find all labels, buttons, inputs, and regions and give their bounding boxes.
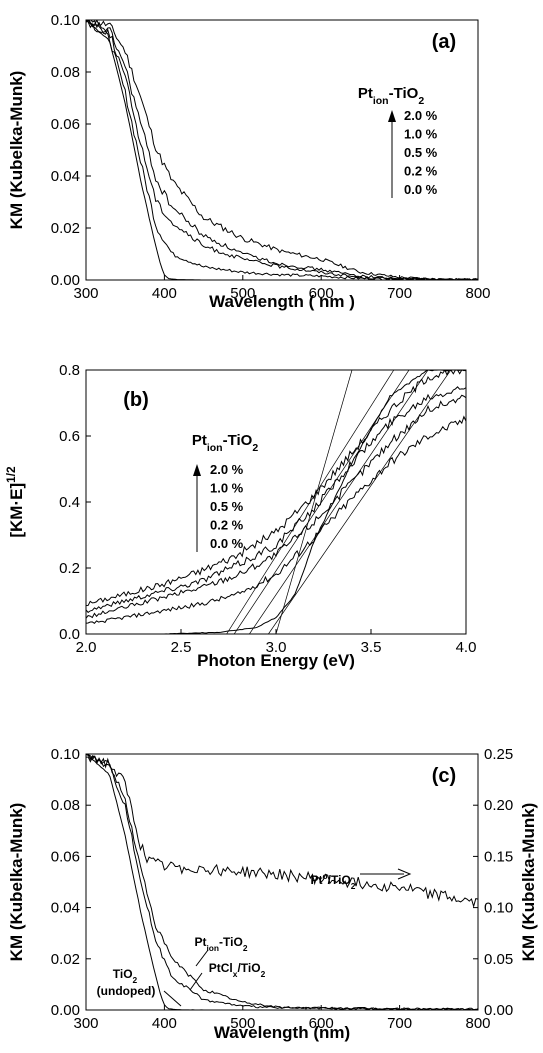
x-tick-label: 800 bbox=[465, 285, 490, 302]
x-tick-label: 2.5 bbox=[171, 639, 192, 656]
series-line bbox=[86, 20, 478, 280]
series-line bbox=[86, 755, 478, 909]
x-tick-label: 400 bbox=[152, 1015, 177, 1032]
x-axis-title: Wavelength (nm) bbox=[214, 1023, 350, 1042]
x-tick-label: 2.0 bbox=[76, 639, 97, 656]
fit-line bbox=[249, 370, 429, 634]
y-tick-label: 0.06 bbox=[51, 848, 80, 865]
legend-entry: 2.0 % bbox=[210, 462, 244, 477]
y-tick-label: 0.02 bbox=[51, 951, 80, 968]
y-tick-label: 0.10 bbox=[51, 746, 80, 763]
x-tick-label: 400 bbox=[152, 285, 177, 302]
legend-entry: 0.0 % bbox=[404, 182, 438, 197]
x-tick-label: 600 bbox=[309, 1015, 334, 1032]
series-line bbox=[86, 754, 478, 1010]
y-tick-label: 0.4 bbox=[59, 494, 80, 511]
series-line bbox=[86, 20, 478, 280]
legend-entry: 1.0 % bbox=[404, 127, 438, 142]
x-tick-label: 300 bbox=[73, 285, 98, 302]
y-axis-title: KM (Kubelka-Munk) bbox=[7, 71, 26, 230]
series-line bbox=[86, 370, 466, 634]
annotation-pt0: Pto/TiO2 bbox=[311, 871, 356, 891]
series-line bbox=[88, 20, 478, 280]
y-tick-label: 0.04 bbox=[51, 900, 80, 917]
y-right-tick-label: 0.25 bbox=[484, 746, 513, 763]
x-tick-label: 300 bbox=[73, 1015, 98, 1032]
series-group bbox=[86, 754, 478, 1010]
legend-arrow-head bbox=[388, 110, 396, 122]
y-axis-title: KM (Kubelka-Munk) bbox=[7, 803, 26, 962]
fit-line bbox=[233, 370, 410, 634]
y-tick-label: 0.00 bbox=[51, 1002, 80, 1019]
panel-label: (b) bbox=[123, 389, 149, 411]
x-tick-label: 700 bbox=[387, 285, 412, 302]
legend-arrow-head bbox=[193, 464, 201, 476]
x-tick-label: 3.0 bbox=[266, 639, 287, 656]
y-tick-label: 0.06 bbox=[51, 116, 80, 133]
fit-line bbox=[226, 370, 395, 634]
y-right-tick-label: 0.00 bbox=[484, 1002, 513, 1019]
panel-label: (a) bbox=[432, 31, 456, 53]
series-line bbox=[86, 20, 478, 280]
x-tick-label: 3.5 bbox=[361, 639, 382, 656]
x-tick-label: 800 bbox=[465, 1015, 490, 1032]
legend-title: Ption-TiO2 bbox=[192, 432, 258, 454]
y-tick-label: 0.2 bbox=[59, 560, 80, 577]
annotation-arrow-head bbox=[397, 868, 412, 880]
series-line bbox=[87, 754, 478, 1010]
x-axis-title: Wavelength ( nm ) bbox=[209, 292, 355, 311]
legend-entry: 0.2 % bbox=[404, 164, 438, 179]
y-tick-label: 0.08 bbox=[51, 64, 80, 81]
legend-entry: 2.0 % bbox=[404, 108, 438, 123]
annotation-pointer bbox=[195, 949, 209, 967]
x-tick-label: 700 bbox=[387, 1015, 412, 1032]
y-axis-title: [KM·E]1/2 bbox=[4, 466, 26, 538]
series-group bbox=[86, 370, 466, 634]
legend-entry: 0.0 % bbox=[210, 536, 244, 551]
x-axis-title: Photon Energy (eV) bbox=[197, 651, 355, 670]
annotation-pointer bbox=[163, 990, 182, 1007]
legend-entry: 0.2 % bbox=[210, 518, 244, 533]
legend-entry: 0.5 % bbox=[404, 145, 438, 160]
annotation-ption: Ption-TiO2 bbox=[194, 935, 247, 953]
y-tick-label: 0.04 bbox=[51, 168, 80, 185]
y-tick-label: 0.0 bbox=[59, 626, 80, 643]
fit-line bbox=[275, 370, 353, 634]
series-line bbox=[86, 394, 466, 619]
y-right-tick-label: 0.05 bbox=[484, 951, 513, 968]
y-right-tick-label: 0.15 bbox=[484, 848, 513, 865]
annotation-tio2: TiO2 bbox=[113, 967, 138, 985]
y-axis-right-title: KM (Kubelka-Munk) bbox=[519, 803, 538, 962]
x-tick-label: 600 bbox=[309, 285, 334, 302]
x-tick-label: 4.0 bbox=[456, 639, 477, 656]
fit-line bbox=[268, 370, 452, 634]
y-tick-label: 0.00 bbox=[51, 272, 80, 289]
y-tick-label: 0.8 bbox=[59, 362, 80, 379]
y-tick-label: 0.02 bbox=[51, 220, 80, 237]
series-line bbox=[86, 415, 466, 624]
panel-label: (c) bbox=[432, 765, 456, 787]
x-tick-label: 500 bbox=[230, 1015, 255, 1032]
legend-entry: 1.0 % bbox=[210, 481, 244, 496]
annotation-undoped: (undoped) bbox=[97, 984, 156, 998]
series-group bbox=[86, 20, 478, 280]
y-right-tick-label: 0.10 bbox=[484, 900, 513, 917]
panel-b-chart: 2.0 2.5 3.0 3.5 4.0 0.0 0.2 0.4 0.6 0.8 Photon Ene… bbox=[4, 362, 476, 670]
y-tick-label: 0.10 bbox=[51, 12, 80, 29]
series-line bbox=[86, 370, 466, 606]
legend-title: Ption-TiO2 bbox=[358, 85, 424, 107]
legend-entry: 0.5 % bbox=[210, 499, 244, 514]
series-line bbox=[86, 386, 466, 614]
y-tick-label: 0.08 bbox=[51, 797, 80, 814]
y-tick-label: 0.6 bbox=[59, 428, 80, 445]
y-right-tick-label: 0.20 bbox=[484, 797, 513, 814]
panel-a-chart: 300 400 500 600 700 800 0.00 0.02 0.04 0.06 0.08 0.… bbox=[7, 12, 491, 311]
annotation-pointer bbox=[189, 972, 203, 991]
x-tick-label: 500 bbox=[230, 285, 255, 302]
panel-c-chart: 300 400 500 600 700 8000.000.020.040.060.080.… bbox=[7, 746, 538, 1042]
annotation-ptcl: PtClx/TiO2 bbox=[209, 961, 266, 979]
